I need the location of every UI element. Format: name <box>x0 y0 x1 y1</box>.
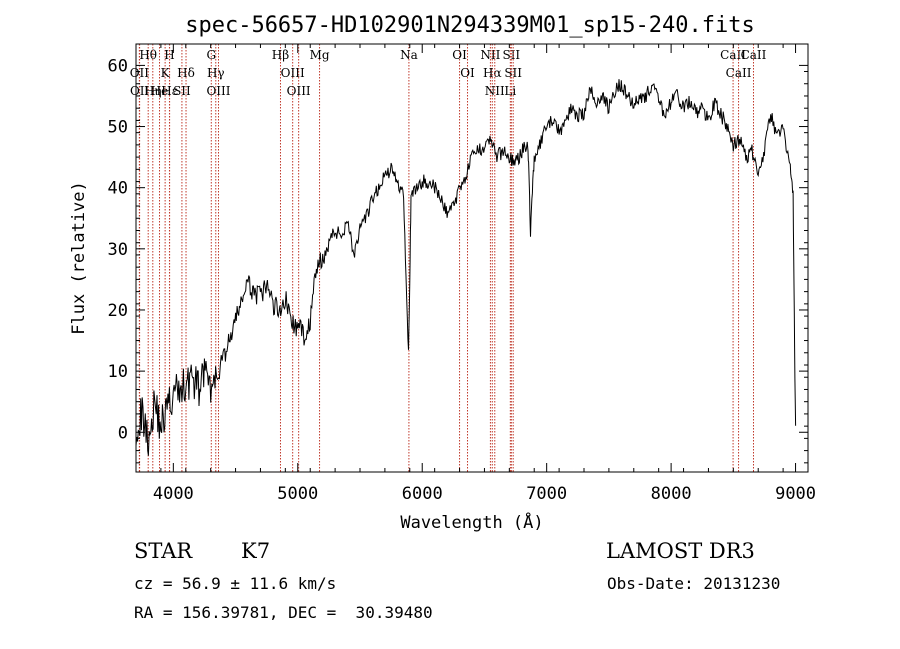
y-tick-label: 10 <box>108 362 128 382</box>
coordinates: RA = 156.39781, DEC = 30.39480 <box>134 603 433 622</box>
y-tick-label: 30 <box>108 240 128 260</box>
object-class: STAR <box>134 539 193 563</box>
spectral-line-label: CaII <box>720 48 746 62</box>
spectrum-line <box>135 79 797 456</box>
chart-title: spec-56657-HD102901N294339M01_sp15-240.f… <box>185 13 755 38</box>
x-tick-label: 8000 <box>651 484 692 504</box>
spectral-line-label: CaII <box>741 48 767 62</box>
spectral-line-label: H <box>164 48 174 62</box>
spectral-line-label: SII <box>502 48 520 62</box>
spectral-line-label: Mg <box>310 48 330 62</box>
y-axis-label: Flux (relative) <box>69 181 89 335</box>
x-tick-label: 5000 <box>277 484 318 504</box>
spectrum-series <box>135 79 797 456</box>
spectral-line-label: CaII <box>726 66 752 80</box>
spectral-line-label: Li <box>504 84 516 98</box>
plot-frame <box>135 43 809 473</box>
object-subclass: K7 <box>241 539 271 563</box>
y-tick-label: 0 <box>118 423 128 443</box>
spectral-line-label: OI <box>452 48 467 62</box>
spectral-line-label: Hγ <box>207 66 225 80</box>
spectral-line-label: Hδ <box>177 66 195 80</box>
x-tick-label: 9000 <box>775 484 816 504</box>
spectral-line-label: NII <box>485 84 505 98</box>
observation-date: Obs-Date: 20131230 <box>607 574 781 593</box>
spectral-line-label: NII <box>480 48 500 62</box>
spectral-line-label: Hβ <box>272 48 289 62</box>
spectral-line-label: He <box>151 84 169 98</box>
spectral-line-label: SII <box>173 84 191 98</box>
y-tick-label: 40 <box>108 179 128 199</box>
plot-axes: 4000 5000 6000 7000 8000 9000 0 10 20 30 40 50 60 <box>108 43 816 504</box>
spectral-line-label: Hη <box>144 84 162 98</box>
spectral-line-label: G <box>206 48 216 62</box>
spectral-line-label: SII <box>504 66 522 80</box>
y-tick-label: 60 <box>108 56 128 76</box>
spectral-line-label: Hθ <box>139 48 157 62</box>
y-tick-label: 50 <box>108 118 128 138</box>
x-tick-label: 7000 <box>526 484 567 504</box>
spectral-line-label: OIII <box>206 84 230 98</box>
spectral-line-label: OI <box>460 66 475 80</box>
x-tick-label: 6000 <box>402 484 443 504</box>
x-tick-label: 4000 <box>153 484 194 504</box>
redshift-velocity: cz = 56.9 ± 11.6 km/s <box>134 574 337 593</box>
spectral-line-label: K <box>161 66 171 80</box>
y-tick-label: 20 <box>108 301 128 321</box>
spectral-line-label: OII <box>130 84 150 98</box>
x-axis-label: Wavelength (Å) <box>400 511 543 533</box>
spectral-line-label: Hα <box>483 66 502 80</box>
spectral-line-label: OIII <box>287 84 311 98</box>
spectral-line-label: OIII <box>281 66 305 80</box>
spectral-line-label: Hε <box>161 84 178 98</box>
survey-name: LAMOST DR3 <box>606 539 755 563</box>
spectral-line-label: OII <box>130 66 150 80</box>
spectral-line-label: Na <box>400 48 418 62</box>
